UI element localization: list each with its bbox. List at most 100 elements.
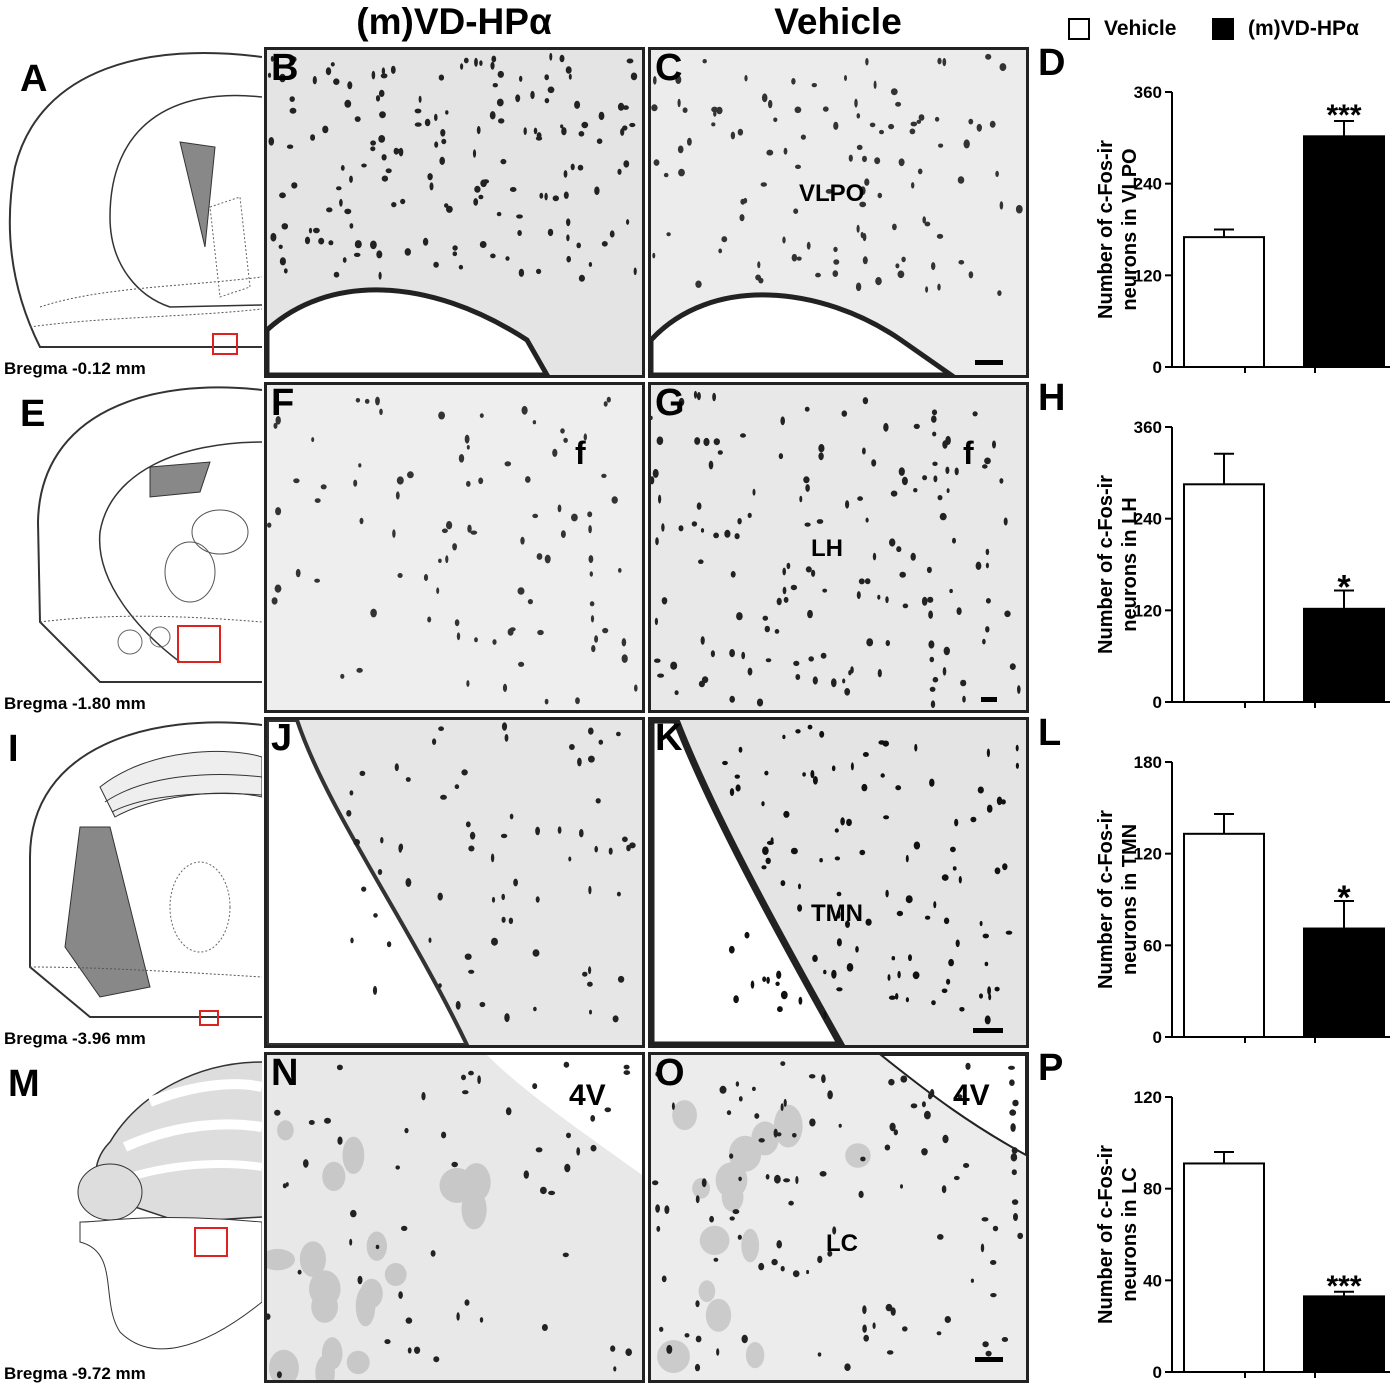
cell-nucleus xyxy=(687,137,692,146)
panel-letter: G xyxy=(655,382,685,424)
cell-nucleus xyxy=(691,521,698,527)
cell-nucleus xyxy=(716,1348,720,1356)
cell-nucleus xyxy=(478,194,484,200)
cell-nucleus xyxy=(856,591,861,600)
cell-nucleus xyxy=(780,880,786,887)
cell-nucleus xyxy=(810,770,815,779)
cell-nucleus xyxy=(312,76,317,85)
cell-nucleus xyxy=(1015,204,1023,214)
cell-nucleus xyxy=(765,857,771,864)
cell-nucleus xyxy=(694,437,701,445)
neuron-soma xyxy=(322,1161,346,1191)
y-tick-label: 240 xyxy=(1134,175,1162,194)
bar-vehicle xyxy=(1183,832,1265,1038)
cell-nucleus xyxy=(275,416,281,425)
micrograph-image xyxy=(651,50,1026,375)
cell-nucleus xyxy=(625,1348,632,1356)
cell-nucleus xyxy=(436,587,440,594)
cell-nucleus xyxy=(765,1174,770,1180)
cell-nucleus xyxy=(710,650,715,658)
cell-nucleus xyxy=(996,796,1003,806)
cell-nucleus xyxy=(496,211,502,217)
micrograph-image xyxy=(267,50,642,375)
cell-nucleus xyxy=(634,684,638,692)
cell-nucleus xyxy=(381,175,389,182)
neuron-soma xyxy=(698,1280,716,1303)
cell-nucleus xyxy=(761,93,768,103)
cell-nucleus xyxy=(349,223,354,229)
cell-nucleus xyxy=(354,240,362,249)
cell-nucleus xyxy=(800,134,806,140)
cell-nucleus xyxy=(398,844,403,853)
cell-nucleus xyxy=(438,983,442,988)
bar-treated xyxy=(1303,927,1385,1038)
cell-nucleus xyxy=(358,463,362,468)
brain-atlas-diagram xyxy=(77,1061,262,1350)
significance-marker: *** xyxy=(1326,1270,1361,1303)
cell-nucleus xyxy=(883,815,890,820)
cell-nucleus xyxy=(928,610,933,619)
cell-nucleus xyxy=(404,248,411,256)
cell-nucleus xyxy=(942,440,948,449)
cell-nucleus xyxy=(626,219,630,225)
y-tick-label: 120 xyxy=(1134,266,1162,285)
cell-nucleus xyxy=(536,268,542,275)
cell-nucleus xyxy=(928,640,935,649)
cell-nucleus xyxy=(517,230,522,236)
cell-nucleus xyxy=(657,673,665,678)
cell-nucleus xyxy=(984,1015,991,1025)
y-axis-label: Number of c-Fos-ir neurons in TMN xyxy=(1095,810,1141,989)
cell-nucleus xyxy=(1015,744,1019,752)
cell-nucleus xyxy=(652,252,656,259)
cell-nucleus xyxy=(378,89,385,97)
cell-nucleus xyxy=(589,571,593,577)
cell-nucleus xyxy=(793,660,800,666)
cell-nucleus xyxy=(932,431,937,437)
cell-nucleus xyxy=(468,845,475,852)
cell-nucleus xyxy=(786,562,791,570)
cell-nucleus xyxy=(713,532,719,539)
micrograph-image xyxy=(267,720,642,1045)
cell-nucleus xyxy=(364,398,370,404)
cell-nucleus xyxy=(563,437,568,443)
micrograph-image xyxy=(267,385,642,710)
cell-nucleus xyxy=(577,164,584,171)
cell-nucleus xyxy=(811,569,816,577)
cell-nucleus xyxy=(782,236,786,244)
cell-nucleus xyxy=(356,667,363,673)
cell-nucleus xyxy=(385,168,392,174)
cell-nucleus xyxy=(621,638,627,647)
cell-nucleus xyxy=(582,971,588,977)
cell-nucleus xyxy=(279,73,286,83)
cell-nucleus xyxy=(574,100,581,109)
cell-nucleus xyxy=(578,131,585,137)
cell-nucleus xyxy=(355,398,361,403)
cell-nucleus xyxy=(916,119,922,124)
cell-nucleus xyxy=(295,568,301,578)
cell-nucleus xyxy=(401,1225,408,1231)
cell-nucleus xyxy=(544,98,550,104)
bregma-label: Bregma -9.72 mm xyxy=(4,1364,146,1383)
cell-nucleus xyxy=(1010,1123,1016,1132)
cell-nucleus xyxy=(581,121,589,129)
cell-nucleus xyxy=(557,826,562,834)
cell-nucleus xyxy=(959,1007,965,1012)
cell-nucleus xyxy=(718,248,723,254)
cell-nucleus xyxy=(1017,685,1021,694)
cell-nucleus xyxy=(441,1131,447,1139)
cell-nucleus xyxy=(893,1129,898,1136)
cell-nucleus xyxy=(559,54,565,63)
cell-nucleus xyxy=(776,970,782,979)
cell-nucleus xyxy=(379,111,386,119)
cell-nucleus xyxy=(862,155,867,163)
cell-nucleus xyxy=(795,674,801,680)
cell-nucleus xyxy=(290,56,297,63)
cell-nucleus xyxy=(766,840,774,845)
panel-letter: E xyxy=(20,393,46,435)
cell-nucleus xyxy=(737,1234,742,1240)
micrograph-image xyxy=(651,385,1026,710)
cell-nucleus xyxy=(931,1000,936,1006)
cell-nucleus xyxy=(890,88,898,96)
cell-nucleus xyxy=(433,1356,440,1363)
cell-nucleus xyxy=(902,603,909,609)
